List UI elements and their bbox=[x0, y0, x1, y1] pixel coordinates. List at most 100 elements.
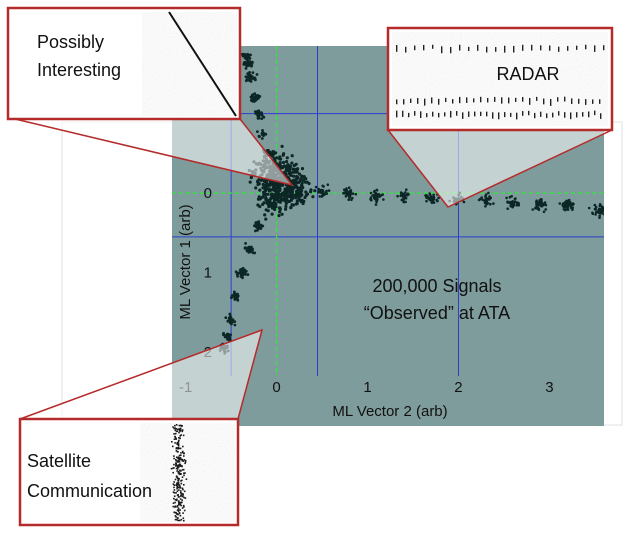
radar-pulse bbox=[420, 111, 422, 119]
data-point bbox=[254, 94, 258, 97]
data-point bbox=[232, 294, 235, 298]
data-point bbox=[264, 181, 268, 185]
data-point bbox=[245, 249, 249, 253]
satellite-signal-speck bbox=[178, 457, 181, 460]
data-point bbox=[281, 160, 286, 165]
satellite-signal-speck bbox=[180, 464, 183, 467]
satellite-signal-speck bbox=[173, 438, 176, 440]
data-point bbox=[606, 209, 609, 212]
data-point bbox=[531, 208, 534, 211]
radar-pulse bbox=[498, 112, 500, 120]
data-point bbox=[260, 113, 264, 117]
radar-pulse bbox=[594, 110, 596, 116]
satellite-signal-speck bbox=[173, 492, 176, 494]
satellite-signal-speck bbox=[178, 429, 181, 432]
satellite-signal-speck bbox=[180, 492, 183, 495]
data-point bbox=[432, 197, 436, 201]
satellite-signal-speck bbox=[176, 460, 179, 463]
satellite-signal-speck bbox=[173, 455, 175, 457]
data-point bbox=[241, 276, 244, 280]
data-point bbox=[345, 187, 348, 190]
radar-pulse bbox=[402, 110, 404, 117]
data-point bbox=[487, 191, 490, 195]
data-point bbox=[263, 213, 267, 217]
radar-pulse bbox=[494, 96, 496, 102]
satellite-signal-speck bbox=[180, 454, 182, 456]
data-point bbox=[561, 203, 564, 207]
data-point bbox=[599, 204, 603, 208]
data-point bbox=[284, 201, 288, 206]
data-point bbox=[597, 211, 601, 214]
radar-pulse bbox=[459, 96, 461, 104]
data-point bbox=[375, 189, 379, 192]
satellite-signal-speck bbox=[173, 495, 176, 497]
data-point bbox=[284, 207, 288, 211]
data-point bbox=[257, 110, 261, 114]
data-point bbox=[289, 205, 293, 209]
radar-pulse bbox=[585, 99, 587, 105]
data-point bbox=[295, 201, 299, 206]
satellite-signal-speck bbox=[181, 487, 184, 490]
data-point bbox=[257, 195, 261, 199]
satellite-signal-speck bbox=[173, 484, 176, 486]
satellite-signal-speck bbox=[183, 459, 186, 461]
radar-pulse bbox=[486, 111, 488, 117]
satellite-signal-speck bbox=[177, 481, 180, 484]
data-point bbox=[321, 194, 325, 197]
satellite-signal-speck bbox=[182, 495, 184, 498]
radar-pulse bbox=[424, 98, 426, 106]
data-point bbox=[248, 60, 252, 63]
radar-pulse bbox=[529, 97, 531, 105]
radar-pulse bbox=[540, 45, 542, 51]
satellite-signal-speck bbox=[184, 472, 186, 474]
data-point bbox=[568, 200, 572, 204]
satellite-signal-speck bbox=[178, 503, 180, 506]
satellite-signal-speck bbox=[176, 498, 178, 501]
callout-label-line-2: Communication bbox=[27, 481, 152, 501]
data-point bbox=[264, 217, 268, 221]
satellite-signal-speck bbox=[177, 510, 180, 513]
radar-pulse bbox=[564, 96, 566, 102]
data-point bbox=[256, 221, 259, 225]
data-point bbox=[544, 203, 548, 207]
radar-pulse bbox=[474, 111, 476, 117]
data-point bbox=[257, 182, 261, 186]
data-point bbox=[372, 196, 376, 200]
data-point bbox=[284, 169, 288, 173]
data-point bbox=[487, 197, 490, 200]
satellite-signal-speck bbox=[174, 435, 176, 438]
data-point bbox=[298, 194, 302, 198]
satellite-signal-speck bbox=[180, 518, 183, 521]
radar-pulse-marks bbox=[396, 44, 605, 120]
data-point bbox=[311, 195, 315, 199]
radar-pulse bbox=[594, 45, 596, 52]
satellite-signal-speck bbox=[175, 475, 178, 477]
data-point bbox=[263, 193, 267, 197]
x-tick-label: 1 bbox=[363, 379, 371, 396]
radar-pulse bbox=[501, 97, 503, 104]
satellite-signal-speck bbox=[181, 459, 183, 462]
satellite-signal-speck bbox=[179, 456, 181, 459]
radar-pulse bbox=[552, 112, 554, 118]
data-point bbox=[506, 200, 509, 203]
data-point bbox=[598, 207, 601, 211]
data-point bbox=[247, 73, 251, 76]
data-point bbox=[542, 210, 546, 214]
data-point bbox=[425, 199, 428, 203]
data-point bbox=[249, 176, 253, 180]
radar-pulse bbox=[567, 46, 569, 51]
radar-pulse bbox=[480, 111, 482, 117]
satellite-signal-speck bbox=[179, 498, 182, 500]
radar-pulse bbox=[531, 44, 533, 51]
data-point bbox=[229, 319, 233, 323]
data-point bbox=[266, 199, 270, 203]
x-tick-label: 3 bbox=[545, 379, 553, 396]
data-point bbox=[429, 195, 433, 198]
data-point bbox=[377, 193, 380, 196]
data-point bbox=[272, 150, 275, 153]
satellite-signal-speck bbox=[180, 470, 182, 472]
satellite-signal-speck bbox=[178, 454, 181, 457]
satellite-signal-speck bbox=[174, 506, 176, 508]
satellite-signal-speck bbox=[170, 467, 173, 470]
satellite-signal-speck bbox=[183, 496, 185, 499]
